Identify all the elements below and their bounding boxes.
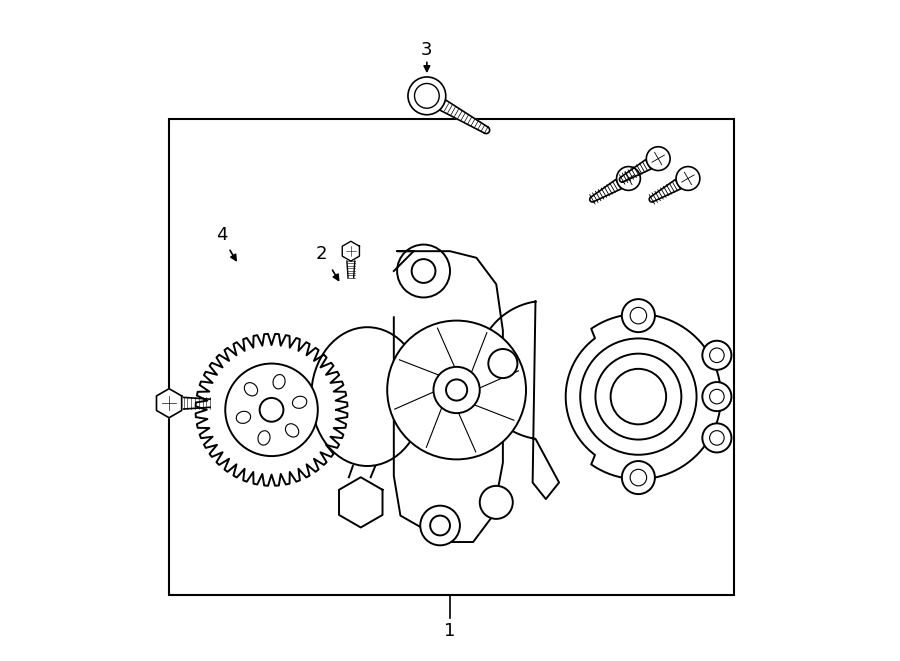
Polygon shape <box>566 314 721 479</box>
Circle shape <box>387 321 526 459</box>
Circle shape <box>408 77 446 115</box>
Text: 3: 3 <box>421 40 433 59</box>
Circle shape <box>709 389 725 404</box>
Polygon shape <box>184 397 210 409</box>
Circle shape <box>411 259 436 283</box>
Circle shape <box>430 516 450 535</box>
Polygon shape <box>346 261 355 278</box>
Ellipse shape <box>285 424 299 437</box>
Circle shape <box>434 367 480 413</box>
Polygon shape <box>339 477 382 527</box>
Polygon shape <box>440 100 488 133</box>
Circle shape <box>580 338 697 455</box>
Ellipse shape <box>273 375 285 389</box>
Circle shape <box>259 398 284 422</box>
Circle shape <box>480 486 513 519</box>
Polygon shape <box>347 466 377 477</box>
Circle shape <box>489 349 518 378</box>
Polygon shape <box>394 251 503 542</box>
Polygon shape <box>157 389 182 418</box>
Circle shape <box>630 469 646 486</box>
Circle shape <box>676 167 700 190</box>
Ellipse shape <box>236 411 250 424</box>
Ellipse shape <box>244 383 257 396</box>
Polygon shape <box>195 334 347 486</box>
Polygon shape <box>342 241 359 261</box>
Bar <box>169 119 734 595</box>
Circle shape <box>622 299 655 332</box>
Circle shape <box>596 354 681 440</box>
Circle shape <box>709 431 725 446</box>
Ellipse shape <box>258 431 270 445</box>
Polygon shape <box>476 301 559 499</box>
Circle shape <box>702 382 732 411</box>
Circle shape <box>415 83 439 108</box>
Text: 1: 1 <box>445 622 455 641</box>
Circle shape <box>446 379 467 401</box>
Text: 4: 4 <box>216 225 228 244</box>
Circle shape <box>702 341 732 369</box>
Ellipse shape <box>292 396 307 408</box>
Text: 2: 2 <box>315 245 327 264</box>
Circle shape <box>702 423 732 453</box>
Circle shape <box>709 348 725 362</box>
Circle shape <box>610 369 666 424</box>
Circle shape <box>630 307 646 324</box>
Circle shape <box>616 167 641 190</box>
Circle shape <box>622 461 655 494</box>
Ellipse shape <box>311 327 424 466</box>
Circle shape <box>397 245 450 297</box>
Circle shape <box>646 147 670 171</box>
Circle shape <box>225 364 318 456</box>
Circle shape <box>420 506 460 545</box>
